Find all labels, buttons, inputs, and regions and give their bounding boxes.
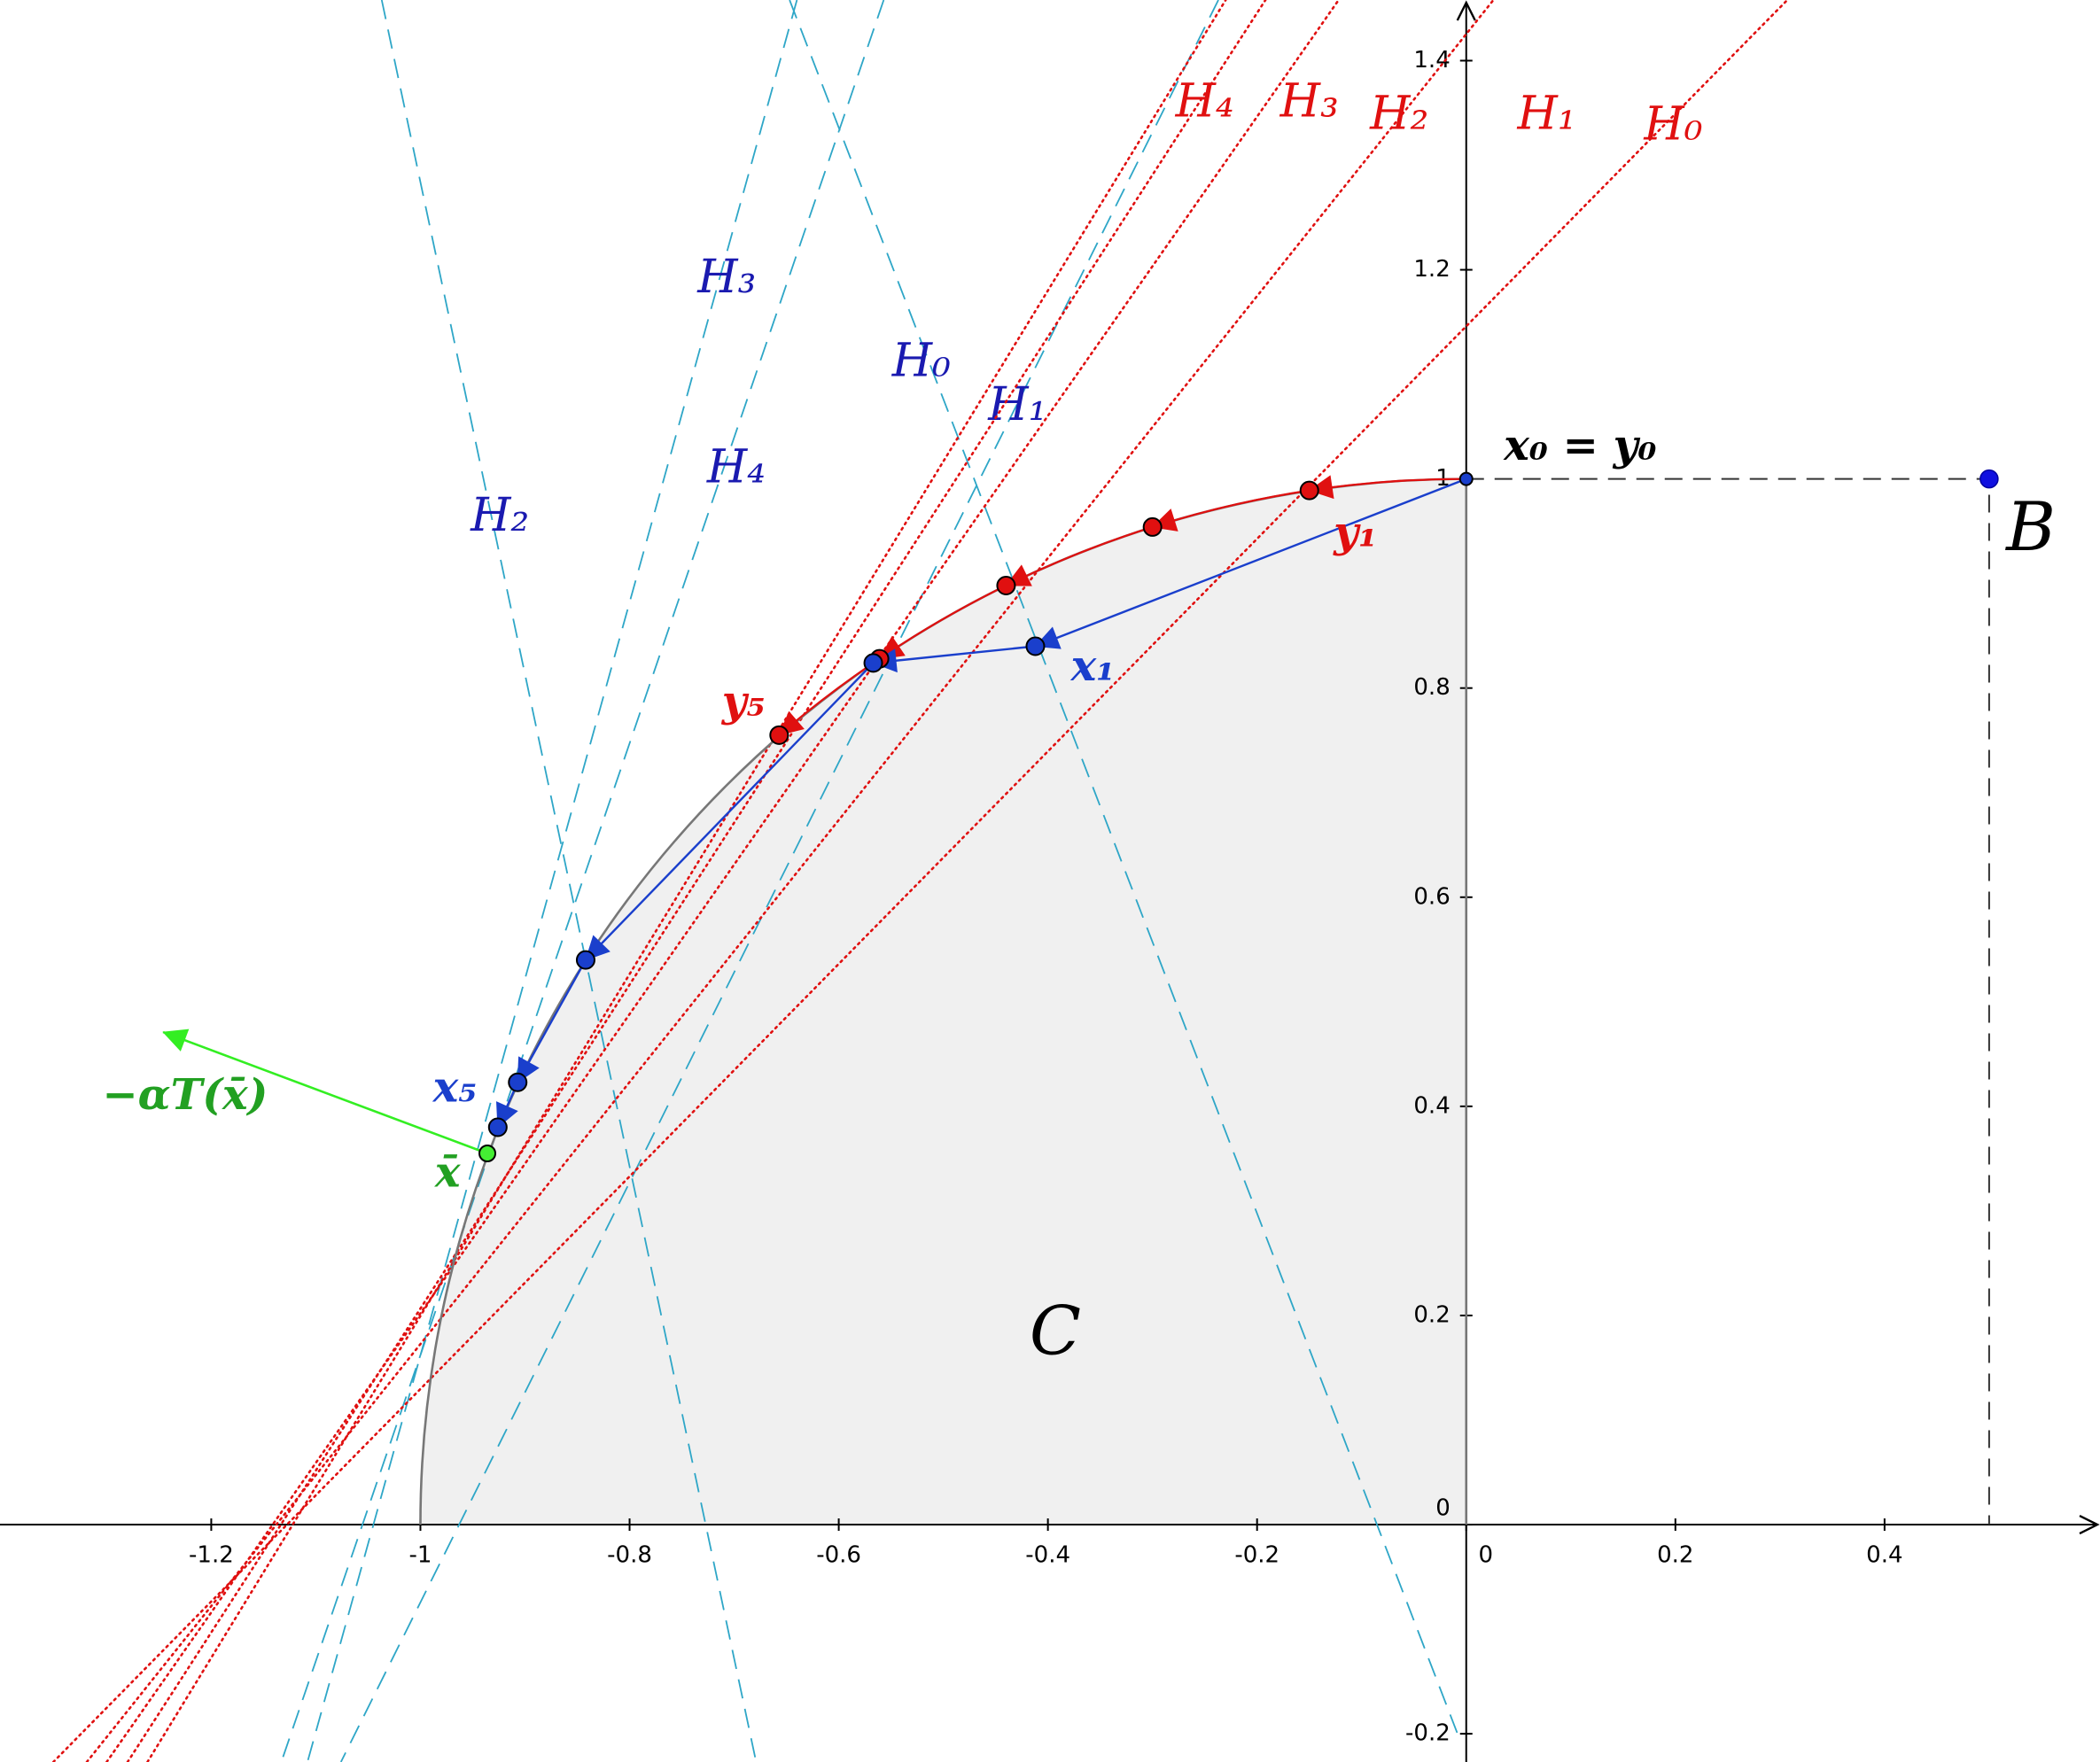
y-tick-label: 0.4 [1413, 1092, 1450, 1119]
x-point [487, 1117, 508, 1137]
x-tick-label: -0.2 [1234, 1542, 1279, 1569]
x-tick-label: -1.2 [189, 1542, 234, 1569]
x-bar-point [478, 1144, 497, 1162]
x-tick-label: -0.4 [1025, 1542, 1070, 1569]
y-point [1299, 480, 1319, 501]
y-tick-label: 0 [1435, 1495, 1451, 1522]
y-tick-label: 0.6 [1413, 883, 1450, 910]
red-hyperplane-label: H₀ [1643, 98, 1702, 151]
label-y1: y₁ [1333, 508, 1377, 557]
blue-hyperplane [339, 0, 1219, 1762]
red-hyperplane-label: H₂ [1369, 88, 1428, 141]
y-tick-label: 0.8 [1413, 674, 1450, 701]
red-hyperplane [126, 0, 1267, 1762]
red-hyperplane-label: H₄ [1175, 75, 1234, 128]
direction-arrow [162, 1028, 488, 1155]
x-point [1025, 636, 1046, 656]
label-b: B [2004, 487, 2056, 566]
red-hyperplane [51, 0, 1789, 1762]
region-c [420, 478, 1466, 1525]
label-y5: y₅ [721, 677, 766, 726]
red-hyperplane-label: H₁ [1517, 88, 1576, 141]
blue-hyperplane [307, 0, 798, 1762]
x-tick-label: 0.2 [1657, 1542, 1693, 1569]
blue-hyperplane-label: H₄ [706, 441, 766, 494]
x-step [1034, 477, 1467, 649]
b-point [1979, 469, 1999, 489]
blue-hyperplane [789, 0, 1461, 1741]
y-tick-label: 0.2 [1413, 1301, 1450, 1328]
x-tick-label: 0 [1478, 1542, 1493, 1569]
x-step [872, 645, 1036, 673]
y-point [996, 576, 1016, 596]
red-hyperplane [85, 0, 1495, 1762]
x-tick-label: -0.8 [607, 1542, 652, 1569]
x-tick-label: -0.6 [816, 1542, 861, 1569]
label-direction: −αT(x̄) [102, 1070, 268, 1120]
y-step [1308, 475, 1466, 500]
blue-hyperplane [280, 0, 885, 1762]
x-point [508, 1072, 528, 1092]
y-point [1142, 516, 1163, 537]
red-hyperplane [105, 0, 1341, 1762]
x-point [575, 950, 595, 970]
x-tick-label: 0.4 [1866, 1542, 1902, 1569]
blue-hyperplane-label: H₁ [987, 378, 1046, 431]
label-x-bar: x̄ [434, 1147, 462, 1197]
x-step [585, 662, 875, 961]
blue-hyperplane-label: H₀ [891, 334, 951, 387]
label-x0-y0: x₀ = y₀ [1503, 421, 1656, 470]
region-label: C [1030, 1292, 1081, 1370]
red-hyperplane-label: H₃ [1279, 75, 1339, 128]
y-step [1005, 525, 1154, 587]
x-point [1458, 471, 1474, 486]
x-tick-label: -1 [409, 1542, 432, 1569]
x-step [517, 959, 587, 1083]
x-point [863, 653, 883, 673]
y-step [1151, 489, 1310, 532]
y-tick-label: -0.2 [1405, 1720, 1451, 1747]
box-b-edge [1466, 477, 1990, 1525]
y-point [769, 725, 789, 745]
y-tick-label: 1.2 [1413, 256, 1450, 283]
blue-hyperplane-label: H₃ [696, 251, 756, 304]
label-x5: x₅ [432, 1063, 478, 1113]
label-x1: x₁ [1070, 641, 1116, 691]
blue-hyperplane-label: H₂ [470, 489, 529, 542]
